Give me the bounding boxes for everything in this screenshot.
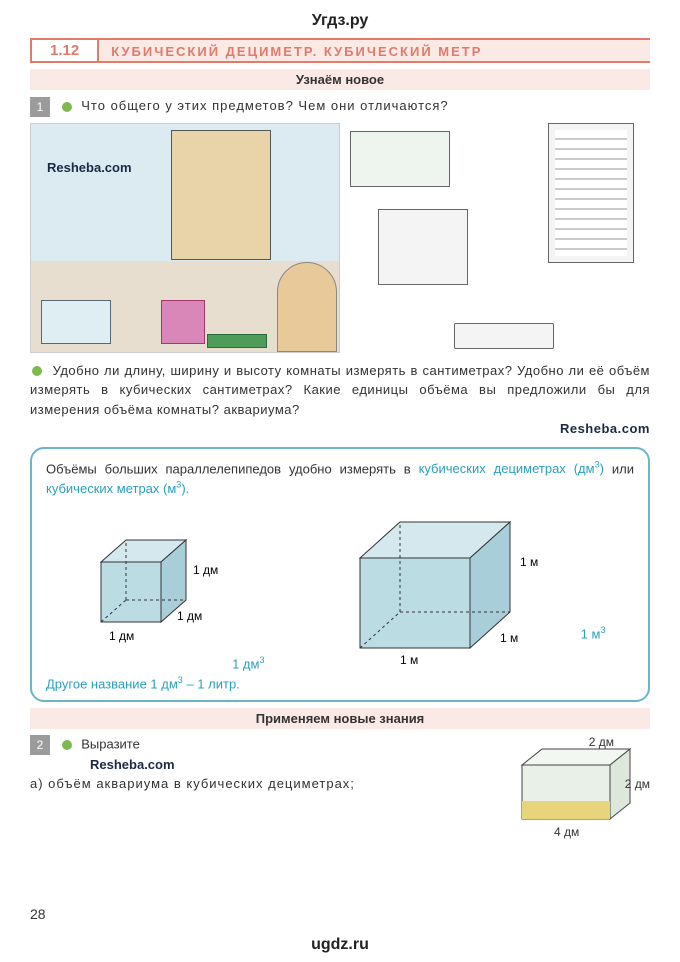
paragraph-question: Удобно ли длину, ширину и высоту комнаты… [30, 361, 650, 439]
label-1m3: 1 м3 [581, 625, 606, 641]
dim-4dm-bottom: 4 дм [554, 825, 579, 839]
outline-book [454, 323, 554, 349]
cube-dm-svg: 1 дм 1 дм 1 дм [81, 522, 271, 652]
watermark-bottom: ugdz.ru [0, 936, 680, 954]
label-1m-h: 1 м [520, 555, 538, 569]
chapter-title: КУБИЧЕСКИЙ ДЕЦИМЕТР. КУБИЧЕСКИЙ МЕТР [99, 38, 650, 63]
label-1dm-d: 1 дм [177, 609, 202, 623]
page-number: 28 [30, 906, 46, 922]
illustration-outline [344, 123, 644, 353]
dim-2dm-top: 2 дм [589, 735, 614, 749]
green-book [207, 334, 267, 348]
outline-building [548, 123, 634, 263]
cubes-illustration: 1 дм 1 дм 1 дм 1 дм3 1 м 1 м 1 м 1 м3 [46, 508, 634, 671]
outline-aquarium [350, 131, 450, 187]
bullet-icon [62, 740, 72, 750]
pink-cube [161, 300, 205, 344]
aquarium-diagram: 2 дм 2 дм 4 дм [510, 735, 650, 835]
task-number-box: 1 [30, 97, 50, 117]
task-1: 1 Что общего у этих предметов? Чем они о… [30, 96, 650, 117]
dim-2dm-side: 2 дм [625, 777, 650, 791]
info-definition: Объёмы больших параллелепипедов удобно и… [46, 459, 634, 499]
bullet-icon [32, 366, 42, 376]
aquarium-small [41, 300, 111, 344]
illustration-color: Resheba.com [30, 123, 340, 353]
task-number-box-2: 2 [30, 735, 50, 755]
child-figure [277, 262, 337, 352]
cube-m-svg: 1 м 1 м 1 м [340, 508, 600, 668]
label-1dm-w: 1 дм [109, 629, 134, 643]
info-liter-note: Другое название 1 дм3 – 1 литр. [46, 675, 634, 691]
chapter-header: 1.12 КУБИЧЕСКИЙ ДЕЦИМЕТР. КУБИЧЕСКИЙ МЕТ… [30, 38, 650, 63]
chapter-number: 1.12 [30, 38, 99, 63]
bullet-icon [62, 102, 72, 112]
info-box: Объёмы больших параллелепипедов удобно и… [30, 447, 650, 702]
paragraph-question-text: Удобно ли длину, ширину и высоту комнаты… [30, 363, 650, 417]
task-1-question: Что общего у этих предметов? Чем они отл… [81, 98, 448, 113]
task-2-label: Выразите [81, 736, 140, 751]
cube-m: 1 м 1 м 1 м 1 м3 [340, 508, 600, 671]
cube-dm: 1 дм 1 дм 1 дм 1 дм3 [81, 522, 271, 671]
watermark-top: Угдз.ру [30, 12, 650, 30]
label-1dm3: 1 дм3 [81, 655, 271, 671]
outline-cube [378, 209, 468, 285]
illustration-row: Resheba.com [30, 123, 650, 353]
section-apply: Применяем новые знания [30, 708, 650, 729]
watermark-resheba: Resheba.com [30, 419, 650, 439]
label-1m-d: 1 м [500, 631, 518, 645]
label-1dm-h: 1 дм [193, 563, 218, 577]
task-2: 2 дм 2 дм 4 дм 2 Выразите Resheba.com а)… [30, 735, 650, 835]
section-learn-new: Узнаём новое [30, 69, 650, 90]
watermark-resheba: Resheba.com [47, 160, 132, 175]
label-1m-w: 1 м [400, 653, 418, 667]
